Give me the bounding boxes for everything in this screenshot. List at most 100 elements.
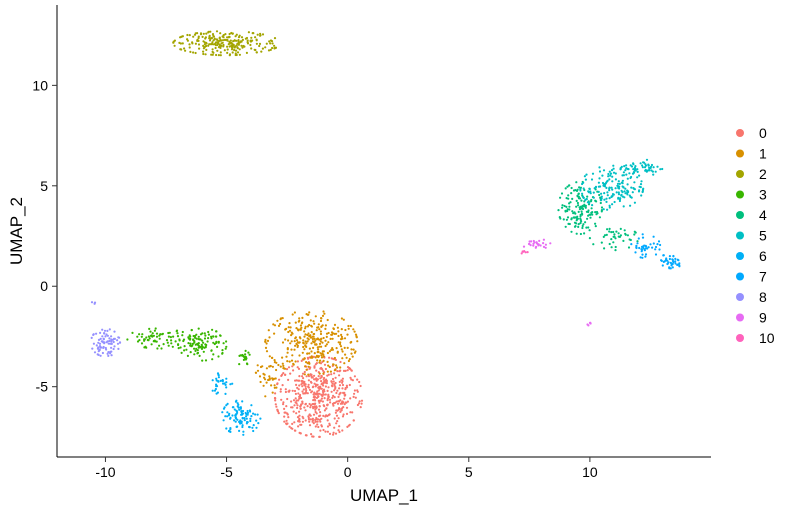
data-point-cluster-0 — [314, 399, 317, 402]
data-point-cluster-0 — [304, 434, 307, 437]
data-point-cluster-1 — [316, 359, 319, 362]
data-point-cluster-4 — [592, 243, 595, 246]
data-point-cluster-1 — [328, 365, 331, 369]
data-point-cluster-3 — [181, 330, 184, 334]
data-point-cluster-3 — [149, 334, 153, 337]
data-point-cluster-0 — [342, 401, 345, 404]
data-point-cluster-0 — [358, 400, 361, 403]
data-point-cluster-0 — [333, 417, 336, 420]
data-point-cluster-3 — [247, 351, 250, 354]
data-point-cluster-4 — [587, 209, 590, 212]
data-point-cluster-2 — [269, 42, 272, 45]
data-point-cluster-1 — [275, 386, 278, 389]
data-point-cluster-1 — [337, 334, 340, 338]
data-point-cluster-4 — [595, 213, 598, 216]
data-point-cluster-5 — [624, 187, 627, 190]
data-point-cluster-0 — [318, 401, 321, 404]
data-point-cluster-0 — [283, 420, 286, 423]
data-point-cluster-1 — [267, 329, 270, 332]
data-point-cluster-5 — [633, 201, 637, 204]
data-point-cluster-6 — [238, 429, 241, 432]
data-point-cluster-1 — [285, 355, 288, 358]
data-point-cluster-7 — [644, 255, 647, 258]
data-point-cluster-1 — [268, 355, 271, 358]
data-point-cluster-4 — [608, 230, 611, 233]
data-point-cluster-4 — [580, 199, 583, 202]
data-point-cluster-8 — [93, 351, 97, 354]
data-point-cluster-5 — [616, 182, 620, 185]
data-point-cluster-1 — [286, 351, 289, 354]
data-point-cluster-6 — [229, 383, 232, 386]
data-point-cluster-1 — [350, 348, 353, 351]
data-point-cluster-1 — [264, 346, 268, 349]
data-point-cluster-0 — [322, 378, 325, 381]
data-point-cluster-4 — [573, 225, 577, 228]
data-point-cluster-0 — [342, 406, 345, 409]
data-point-cluster-7 — [661, 264, 664, 267]
data-point-cluster-1 — [281, 356, 284, 359]
data-point-cluster-1 — [340, 333, 343, 336]
data-point-cluster-1 — [256, 364, 259, 367]
data-point-cluster-6 — [229, 428, 232, 431]
data-point-cluster-4 — [602, 235, 605, 238]
data-point-cluster-5 — [606, 208, 609, 211]
data-point-cluster-1 — [316, 337, 319, 340]
data-point-cluster-1 — [264, 378, 267, 381]
data-point-cluster-5 — [610, 186, 613, 189]
data-point-cluster-5 — [623, 165, 626, 168]
data-point-cluster-3 — [190, 328, 193, 332]
data-point-cluster-1 — [273, 324, 277, 327]
data-point-cluster-1 — [314, 343, 317, 346]
data-point-cluster-4 — [636, 240, 639, 243]
data-point-cluster-0 — [330, 373, 333, 376]
data-point-cluster-8 — [108, 328, 111, 331]
axes-layer — [56, 5, 711, 458]
data-point-cluster-8 — [91, 347, 94, 350]
data-point-cluster-3 — [244, 353, 247, 356]
data-point-cluster-3 — [239, 354, 242, 357]
data-point-cluster-0 — [324, 381, 327, 384]
data-point-cluster-0 — [327, 395, 330, 399]
data-point-cluster-2 — [226, 36, 229, 39]
data-point-cluster-3 — [215, 335, 218, 338]
data-point-cluster-1 — [287, 339, 290, 342]
data-point-cluster-3 — [159, 333, 162, 336]
data-point-cluster-0 — [308, 413, 311, 416]
data-point-cluster-5 — [625, 164, 628, 167]
data-point-cluster-2 — [238, 34, 241, 37]
data-point-cluster-5 — [631, 191, 634, 194]
data-point-cluster-4 — [598, 216, 602, 219]
data-point-cluster-0 — [322, 369, 325, 372]
data-point-cluster-2 — [188, 46, 191, 49]
data-point-cluster-8 — [103, 329, 107, 332]
data-point-cluster-0 — [337, 429, 340, 432]
data-point-cluster-1 — [288, 322, 291, 325]
data-point-cluster-0 — [324, 415, 327, 418]
data-point-cluster-5 — [619, 167, 622, 171]
data-point-cluster-0 — [328, 356, 331, 359]
data-point-cluster-1 — [331, 348, 334, 351]
data-point-cluster-0 — [359, 384, 362, 388]
data-point-cluster-0 — [303, 406, 306, 409]
data-point-cluster-5 — [626, 190, 630, 193]
data-point-cluster-5 — [608, 204, 611, 207]
data-point-cluster-0 — [331, 396, 334, 399]
data-point-cluster-5 — [621, 179, 625, 182]
data-point-cluster-0 — [320, 380, 323, 383]
data-point-cluster-5 — [600, 199, 603, 202]
data-point-cluster-6 — [248, 409, 251, 412]
data-point-cluster-6 — [241, 409, 245, 413]
data-point-cluster-7 — [676, 263, 680, 266]
data-point-cluster-1 — [356, 340, 359, 343]
data-point-cluster-9 — [533, 241, 536, 244]
data-point-cluster-0 — [343, 403, 346, 406]
data-point-cluster-2 — [197, 35, 200, 38]
data-point-cluster-2 — [273, 44, 276, 47]
data-point-cluster-3 — [217, 355, 220, 358]
data-point-cluster-2 — [219, 51, 222, 54]
data-point-cluster-0 — [338, 384, 342, 387]
data-point-cluster-1 — [320, 345, 323, 348]
y-axis-title: UMAP_2 — [7, 197, 26, 265]
data-point-cluster-0 — [284, 388, 287, 391]
data-point-cluster-0 — [360, 402, 363, 405]
